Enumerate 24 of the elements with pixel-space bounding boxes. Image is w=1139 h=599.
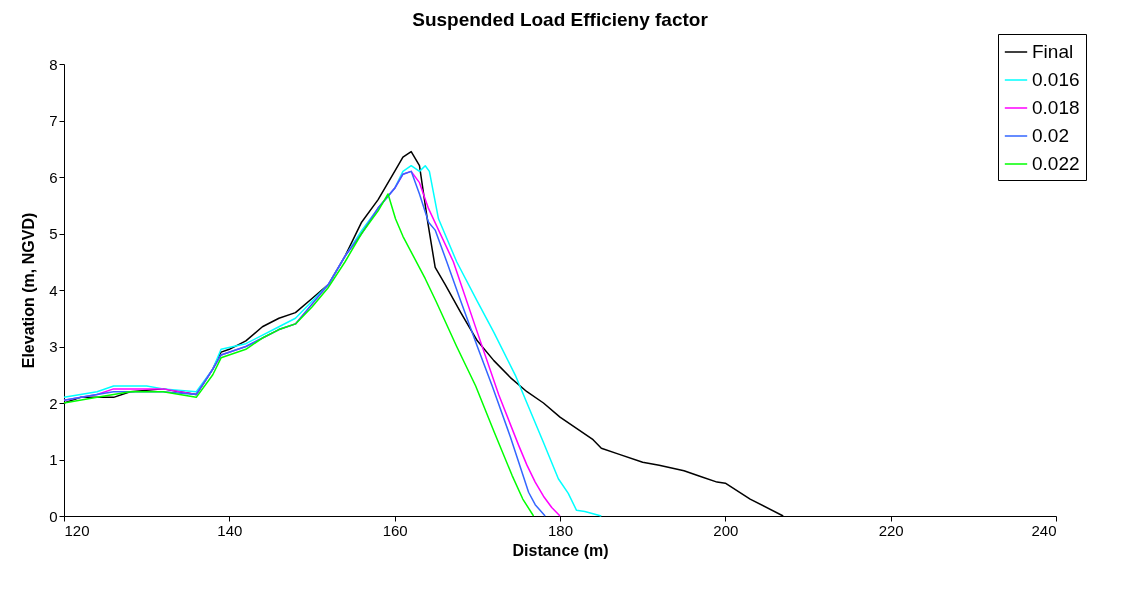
x-tick-label: 120 [64, 521, 90, 539]
x-tick-label: 200 [713, 521, 739, 539]
y-tick-label: 0 [49, 507, 58, 525]
y-tick-label: 2 [49, 394, 58, 412]
legend-label: 0.016 [1032, 69, 1080, 90]
y-tick-label: 8 [49, 55, 58, 73]
chart-title: Suspended Load Efficieny factor [412, 8, 709, 30]
x-tick-label: 180 [547, 521, 574, 539]
x-tick-label: 220 [878, 521, 904, 539]
y-tick-label: 6 [49, 168, 58, 186]
x-tick-label: 240 [1031, 521, 1057, 539]
legend-label: 0.022 [1032, 153, 1080, 174]
y-axis-title: Elevation (m, NGVD) [20, 212, 38, 369]
y-tick-label: 4 [49, 281, 58, 299]
y-tick-label: 7 [49, 112, 58, 129]
legend-label: Final [1032, 41, 1074, 62]
y-tick-label: 3 [49, 338, 58, 355]
legend-label: 0.018 [1032, 97, 1080, 118]
x-axis-title: Distance (m) [512, 541, 609, 559]
y-tick-label: 5 [49, 225, 58, 242]
y-tick-label: 1 [49, 451, 58, 468]
x-tick-label: 160 [382, 521, 408, 539]
legend-label: 0.02 [1032, 125, 1069, 146]
x-tick-label: 140 [217, 521, 243, 539]
